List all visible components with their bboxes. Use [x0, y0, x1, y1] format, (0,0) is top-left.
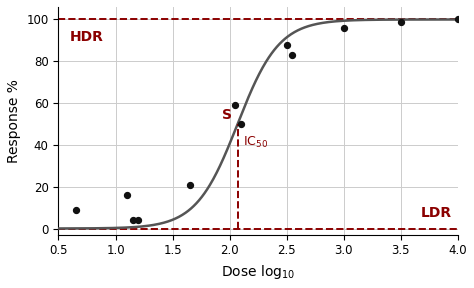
X-axis label: Dose log$_{10}$: Dose log$_{10}$: [221, 263, 295, 281]
Point: [129, 218, 137, 222]
Point: [186, 182, 193, 187]
Y-axis label: Response %: Response %: [7, 79, 21, 163]
Point: [72, 207, 79, 212]
Point: [237, 122, 245, 126]
Point: [340, 26, 347, 30]
Point: [123, 193, 131, 197]
Point: [283, 42, 291, 47]
Text: S: S: [222, 108, 232, 122]
Point: [454, 17, 462, 22]
Text: LDR: LDR: [421, 206, 452, 220]
Point: [397, 19, 404, 24]
Point: [289, 53, 296, 57]
Point: [231, 103, 239, 107]
Point: [135, 218, 142, 222]
Text: HDR: HDR: [70, 30, 104, 44]
Text: IC$_{50}$: IC$_{50}$: [243, 134, 268, 149]
